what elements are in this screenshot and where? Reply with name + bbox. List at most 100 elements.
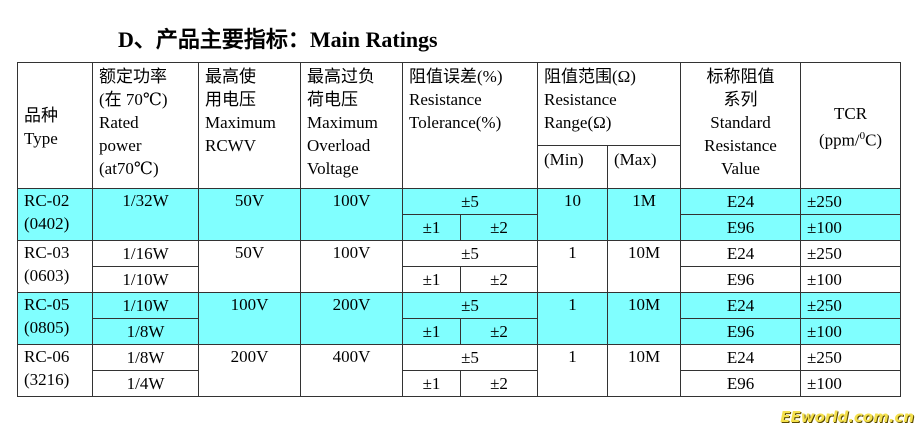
header-line: 额定功率 — [99, 67, 167, 86]
title: D、产品主要指标：Main Ratings — [118, 27, 438, 52]
tolerance: ±5 — [401, 344, 539, 371]
type-line: RC-06 — [24, 347, 70, 366]
data-row: RC-06 (3216) 1/8W 200V 400V ±5 1 10M E24 ±250 — [17, 344, 902, 397]
header-rcwv: 最高使 用电压 Maximum RCWV — [198, 62, 301, 189]
tcr: ±250 — [800, 292, 902, 319]
header-line: Value — [721, 159, 760, 178]
tcr: ±250 — [800, 344, 902, 371]
header-line: Range(Ω) — [544, 113, 612, 132]
header-series: 标称阻值 系列 Standard Resistance Value — [680, 62, 802, 189]
range-max: 10M — [607, 240, 682, 293]
range-min: 1 — [537, 292, 609, 345]
range-max: 10M — [607, 344, 682, 397]
header-line: (ppm/0C) — [807, 125, 894, 152]
type-cell: RC-02 (0402) — [17, 188, 93, 241]
tolerance: ±5 — [401, 240, 539, 267]
header-line: RCWV — [205, 136, 256, 155]
series: E96 — [680, 214, 802, 241]
tcr: ±250 — [800, 188, 902, 215]
header-overload: 最高过负荷电压 Maximum Overload Voltage — [300, 62, 403, 189]
header-line: Tolerance(%) — [409, 113, 502, 132]
type-cell: RC-06 (3216) — [17, 344, 93, 397]
header-line: Rated — [99, 113, 139, 132]
type-line: (0805) — [24, 318, 70, 337]
header-tolerance: 阻值误差(%) Resistance Tolerance(%) — [401, 62, 539, 189]
overload: 100V — [300, 240, 403, 293]
header-line: 阻值范围(Ω) — [544, 67, 636, 86]
unit-sup: 0 — [859, 129, 866, 142]
overload: 100V — [300, 188, 403, 241]
tcr: ±100 — [800, 318, 902, 345]
header-line: Overload — [307, 136, 371, 155]
header-line: Maximum — [307, 113, 378, 132]
header-power: 额定功率 (在 70℃) Rated power (at70℃) — [92, 62, 199, 189]
tolerance: ±1 — [402, 318, 461, 345]
range-max: 1M — [607, 188, 682, 241]
power: 1/10W — [92, 292, 199, 319]
header-row: (Min) (Max) — [18, 145, 901, 189]
series: E96 — [680, 266, 802, 293]
tolerance: ±5 — [401, 292, 539, 319]
header-line: Voltage — [307, 159, 359, 178]
type-line: (0603) — [24, 266, 70, 285]
header-line: 荷电压 — [307, 90, 358, 109]
power: 1/10W — [92, 266, 199, 293]
header-line: 系列 — [723, 90, 758, 109]
header-line: power — [99, 136, 142, 155]
tolerance: ±2 — [459, 318, 539, 345]
series: E96 — [680, 318, 802, 345]
series: E24 — [680, 240, 802, 267]
series: E24 — [680, 344, 802, 371]
tcr: ±100 — [800, 214, 902, 241]
type-cell: RC-03 (0603) — [17, 240, 93, 293]
unit: (ppm/ — [818, 130, 860, 150]
tolerance: ±1 — [402, 266, 461, 293]
overload: 400V — [300, 344, 403, 397]
overload: 200V — [300, 292, 403, 345]
series: E24 — [680, 292, 802, 319]
series: E96 — [680, 370, 802, 397]
header-max: (Max) — [607, 145, 682, 189]
power: 1/8W — [92, 318, 199, 345]
tcr: ±100 — [800, 266, 902, 293]
series: E24 — [680, 188, 802, 215]
rcwv: 50V — [198, 188, 301, 241]
power: 1/16W — [92, 240, 199, 267]
tolerance: ±2 — [459, 266, 539, 293]
rcwv: 100V — [198, 292, 301, 345]
tolerance: ±2 — [459, 214, 539, 241]
range-min: 1 — [537, 344, 609, 397]
data-row: 1/8W ±1 ±2 E96 ±100 — [17, 318, 902, 345]
range-min: 10 — [537, 188, 609, 241]
power: 1/8W — [92, 344, 199, 371]
tolerance: ±5 — [401, 188, 539, 215]
header-line: Standard — [710, 113, 771, 132]
data-row: RC-02 (0402) 1/32W 50V 100V ±5 10 1M E24 ±250 — [17, 188, 902, 241]
header-line: TCR — [833, 103, 868, 123]
tcr: ±100 — [800, 370, 902, 397]
range-min: 1 — [537, 240, 609, 293]
rcwv: 50V — [198, 240, 301, 293]
header-line: 阻值误差(%) — [409, 67, 503, 86]
header-line: (at70℃) — [99, 159, 159, 178]
header-line: 最高过负 — [307, 67, 375, 86]
header-line: (在 70℃) — [99, 90, 168, 109]
type-line: (0402) — [24, 214, 70, 233]
header-line: Resistance — [409, 90, 482, 109]
header-tcr: TCR (ppm/0C) — [800, 62, 902, 189]
type-line: RC-03 — [24, 243, 70, 262]
header-row: 品种 Type 额定功率 (在 70℃) Rated power (at70℃) 最高使 用电压… — [17, 62, 902, 189]
ratings-table: 品种 Type 额定功率 (在 70℃) Rated power (at70℃) 最高使 用电压… — [17, 62, 902, 397]
header-line: Resistance — [544, 90, 617, 109]
watermark: EEworld.com.cn — [780, 408, 914, 426]
type-line: RC-05 — [24, 295, 70, 314]
data-row: RC-05 (0805) 1/10W 100V 200V ±5 1 10M E24 ±250 — [17, 292, 902, 345]
range-max: 10M — [607, 292, 682, 345]
header-line: 标称阻值 — [706, 67, 775, 86]
tolerance: ±1 — [402, 370, 461, 397]
unit: C) — [865, 130, 883, 150]
power: 1/4W — [92, 370, 199, 397]
type-cell: RC-05 (0805) — [17, 292, 93, 345]
header-type: 品种 Type — [17, 62, 93, 189]
